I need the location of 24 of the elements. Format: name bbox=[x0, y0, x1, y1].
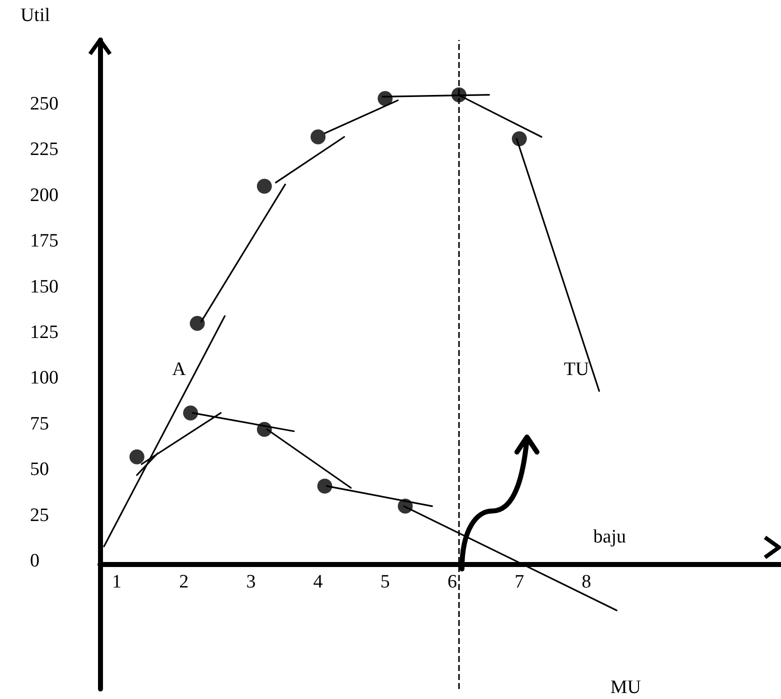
annotation: A bbox=[172, 358, 186, 380]
y-tick-label: 75 bbox=[30, 413, 49, 434]
x-tick-label: 2 bbox=[179, 571, 189, 592]
x-tick-label: 3 bbox=[246, 571, 256, 592]
y-tick-label: 125 bbox=[30, 322, 58, 344]
y-tick-label: 200 bbox=[30, 184, 58, 206]
y-tick-label: 250 bbox=[30, 93, 58, 114]
annotation: MU bbox=[610, 677, 642, 698]
y-tick-label: 0 bbox=[30, 550, 40, 572]
y-tick-label: 150 bbox=[30, 276, 58, 298]
x-tick-label: 6 bbox=[447, 571, 457, 592]
x-tick-label: 5 bbox=[380, 571, 390, 592]
annotation: TU bbox=[564, 358, 590, 380]
x-tick-label: 1 bbox=[112, 571, 122, 592]
y-tick-label: 25 bbox=[30, 504, 49, 526]
y-tick-label: 50 bbox=[30, 459, 49, 480]
x-tick-label: 8 bbox=[582, 571, 592, 592]
y-tick-label: 175 bbox=[30, 230, 58, 252]
x-axis-title: baju bbox=[593, 526, 626, 548]
x-tick-label: 7 bbox=[514, 571, 524, 592]
y-axis-title: Util bbox=[20, 5, 50, 26]
y-tick-label: 100 bbox=[30, 368, 58, 389]
y-tick-label: 225 bbox=[30, 139, 58, 160]
x-tick-label: 4 bbox=[313, 571, 324, 592]
